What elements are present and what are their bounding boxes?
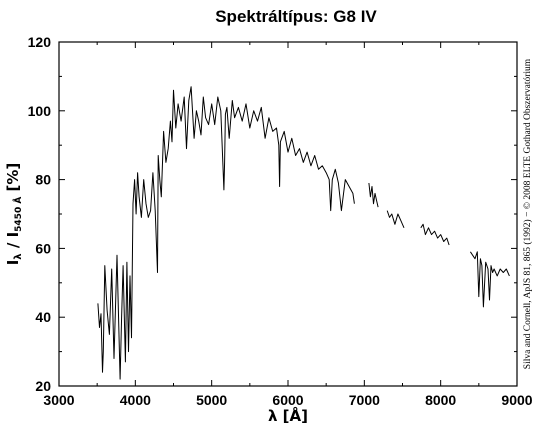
x-tick-label-3: 6000 [272,392,303,408]
y-axis-label: Iλ / I5450 Å [%] [4,163,24,266]
y-label-mid: / I [4,232,22,254]
spectrum-segment-3 [420,223,450,246]
y-tick-label-3: 80 [35,172,51,188]
x-tick-label-6: 9000 [501,392,532,408]
plot-frame [58,41,518,387]
x-tick-label-1: 4000 [120,392,151,408]
spectrum-segment-2 [386,210,405,228]
chart-title: Spektráltípus: G8 IV [215,7,377,26]
y-tick-label-2: 60 [35,240,51,256]
spectrum-series [97,86,510,380]
source-credit: Silva and Cornell, ApJS 81, 865 (1992) −… [522,58,533,369]
x-axis-label: λ [Å] [268,406,308,425]
spectrum-segment-0 [97,86,355,380]
y-label-sub-ref: 5450 Å [13,197,24,232]
y-tick-label-4: 100 [28,103,52,119]
y-label-sub-lambda: λ [13,253,24,260]
x-tick-label-2: 5000 [196,392,227,408]
x-tick-label-0: 3000 [43,392,74,408]
y-label-unit: [%] [4,163,22,197]
x-tick-label-5: 8000 [425,392,456,408]
spectrum-segment-4 [469,251,510,308]
y-label-main: I [4,260,22,266]
y-tick-label-0: 20 [35,378,51,394]
y-tick-label-1: 40 [35,309,51,325]
spectrum-segment-1 [368,182,379,208]
x-tick-label-4: 7000 [349,392,380,408]
y-tick-label-5: 120 [28,34,52,50]
tick-labels: 3000 4000 5000 6000 7000 8000 9000 20 40 60 80 100 1… [28,34,533,408]
